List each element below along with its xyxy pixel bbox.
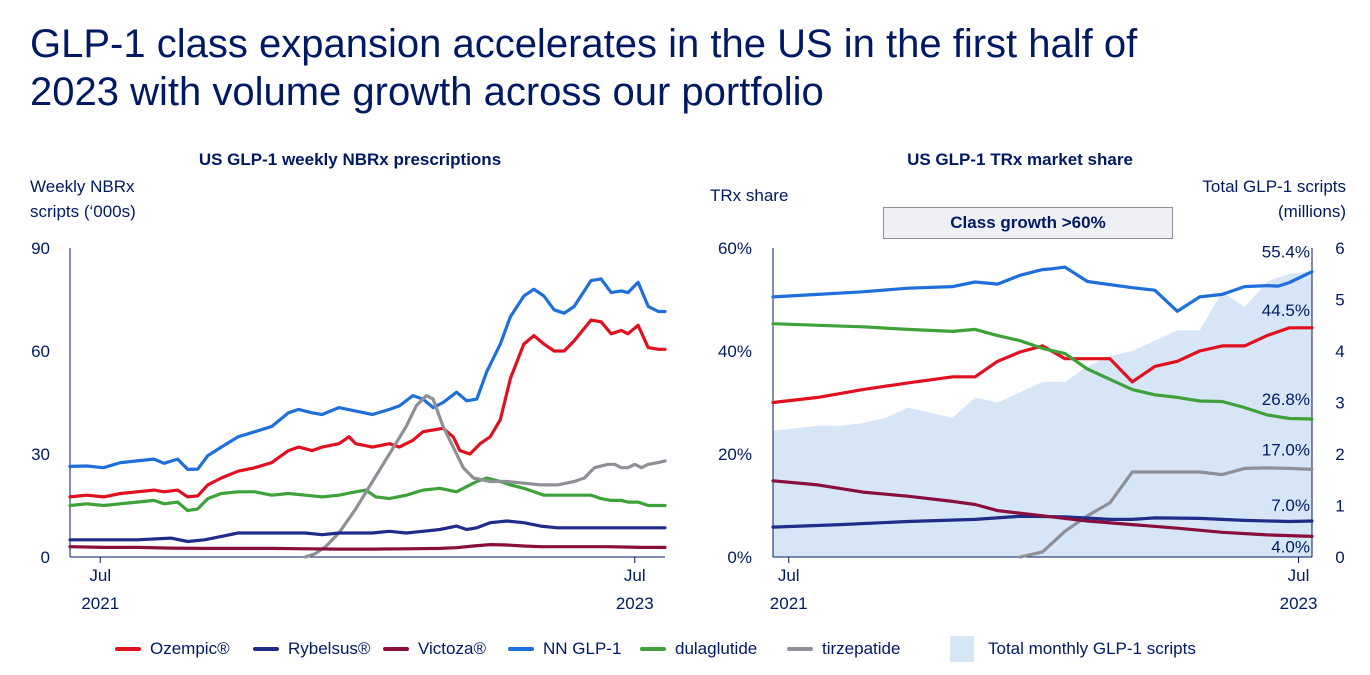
right-y2-tick-label: 4 bbox=[1335, 342, 1344, 361]
right-y2-tick-label: 2 bbox=[1335, 445, 1344, 464]
page-title: GLP-1 class expansion accelerates in the… bbox=[30, 20, 1350, 116]
legend-swatch-ozempic bbox=[115, 647, 141, 651]
left-chart-canvas: 0 30 60 90 Jul 2021 Jul 2023 bbox=[31, 239, 667, 613]
right-y2-tick-label: 6 bbox=[1335, 239, 1344, 258]
left-y-axis-label-line-2: scripts (‘000s) bbox=[30, 202, 136, 221]
left-series-line-victoza bbox=[68, 543, 667, 551]
class-growth-annotation: Class growth >60% bbox=[883, 207, 1173, 239]
right-area-total-scripts bbox=[773, 271, 1312, 557]
right-series-line-victoza bbox=[771, 479, 1314, 538]
right-end-label-victoza: 4.0% bbox=[1271, 537, 1310, 556]
left-x-tick-year-label: 2021 bbox=[81, 594, 119, 613]
right-y-axis-label: TRx share bbox=[710, 186, 789, 205]
right-y2-tick-label: 3 bbox=[1335, 394, 1344, 413]
legend-label-nn-glp1: NN GLP-1 bbox=[543, 639, 622, 658]
right-y2-tick-label: 0 bbox=[1335, 548, 1344, 567]
legend-item-ozempic: Ozempic® bbox=[115, 636, 230, 662]
legend-label-ozempic: Ozempic® bbox=[150, 639, 230, 658]
right-x-tick-year-label: 2021 bbox=[770, 594, 808, 613]
right-y-tick-label: 60% bbox=[718, 239, 752, 258]
right-chart-canvas: 0% 20% 40% 60% 0 1 2 3 4 5 6 Jul 2021 Jul 2023 55.4% 44.… bbox=[718, 239, 1345, 613]
right-chart-title: US GLP-1 TRx market share bbox=[907, 150, 1133, 169]
right-series-line-dulaglutide bbox=[771, 322, 1314, 421]
right-series-line-tirzepatide bbox=[1018, 466, 1314, 559]
legend-label-tirzepatide: tirzepatide bbox=[822, 639, 901, 658]
legend: Ozempic® Rybelsus® Victoza® NN GLP-1 dul… bbox=[110, 636, 1360, 662]
legend-item-victoza: Victoza® bbox=[383, 636, 486, 662]
page-title-line-2: 2023 with volume growth across our portf… bbox=[30, 70, 824, 114]
left-series-line-rybelsus bbox=[68, 519, 667, 544]
legend-swatch-tirzepatide bbox=[787, 647, 813, 651]
page-title-line-1: GLP-1 class expansion accelerates in the… bbox=[30, 22, 1138, 66]
left-series-line-dulaglutide bbox=[68, 476, 667, 513]
legend-swatch-total-scripts bbox=[950, 636, 974, 662]
right-series-line-rybelsus bbox=[771, 514, 1314, 529]
left-series-line-tirzepatide bbox=[303, 394, 667, 559]
left-y-tick-label: 90 bbox=[31, 239, 50, 258]
right-y2-axis-label: Total GLP-1 scripts (millions) bbox=[1100, 174, 1346, 224]
legend-swatch-dulaglutide bbox=[640, 647, 666, 651]
left-x-tick-label: Jul bbox=[624, 566, 646, 585]
right-y2-tick-label: 5 bbox=[1335, 291, 1344, 310]
legend-item-nn-glp1: NN GLP-1 bbox=[508, 636, 621, 662]
legend-label-victoza: Victoza® bbox=[418, 639, 486, 658]
right-y2-axis-label-line-2: (millions) bbox=[1278, 202, 1346, 221]
right-end-label-nn-glp-1: 55.4% bbox=[1262, 243, 1310, 262]
left-y-axis-label-line-1: Weekly NBRx bbox=[30, 177, 135, 196]
left-y-tick-label: 0 bbox=[41, 548, 50, 567]
legend-swatch-rybelsus bbox=[253, 647, 279, 651]
right-y-tick-label: 0% bbox=[727, 548, 752, 567]
left-y-tick-label: 30 bbox=[31, 445, 50, 464]
left-y-tick-label: 60 bbox=[31, 342, 50, 361]
legend-label-total-scripts: Total monthly GLP-1 scripts bbox=[988, 639, 1196, 658]
right-series-line-ozempic bbox=[771, 326, 1314, 405]
legend-item-rybelsus: Rybelsus® bbox=[253, 636, 370, 662]
legend-label-dulaglutide: dulaglutide bbox=[675, 639, 758, 658]
right-y-tick-label: 40% bbox=[718, 342, 752, 361]
left-series-line-nn-glp-1 bbox=[68, 277, 667, 471]
right-x-tick-label: Jul bbox=[1288, 566, 1310, 585]
legend-item-total-scripts: Total monthly GLP-1 scripts bbox=[950, 636, 1196, 662]
legend-item-dulaglutide: dulaglutide bbox=[640, 636, 757, 662]
left-x-tick-label: Jul bbox=[89, 566, 111, 585]
legend-item-tirzepatide: tirzepatide bbox=[787, 636, 900, 662]
left-chart-title: US GLP-1 weekly NBRx prescriptions bbox=[198, 150, 502, 169]
legend-swatch-nn-glp1 bbox=[508, 647, 534, 651]
legend-swatch-victoza bbox=[383, 647, 409, 651]
left-series-line-ozempic bbox=[68, 318, 667, 499]
right-y2-tick-label: 1 bbox=[1335, 497, 1344, 516]
right-y-tick-label: 20% bbox=[718, 445, 752, 464]
right-x-tick-label: Jul bbox=[778, 566, 800, 585]
right-x-tick-year-label: 2023 bbox=[1280, 594, 1318, 613]
legend-label-rybelsus: Rybelsus® bbox=[288, 639, 371, 658]
right-end-label-ozempic: 44.5% bbox=[1262, 301, 1310, 320]
right-end-label-tirzepatide: 17.0% bbox=[1262, 440, 1310, 459]
right-end-label-dulaglutide: 26.8% bbox=[1262, 390, 1310, 409]
right-end-label-rybelsus: 7.0% bbox=[1271, 496, 1310, 515]
right-y2-axis-label-line-1: Total GLP-1 scripts bbox=[1202, 177, 1346, 196]
right-series-line-nn-glp-1 bbox=[771, 265, 1314, 313]
left-y-axis-label: Weekly NBRx scripts (‘000s) bbox=[30, 174, 136, 224]
left-x-tick-year-label: 2023 bbox=[616, 594, 654, 613]
